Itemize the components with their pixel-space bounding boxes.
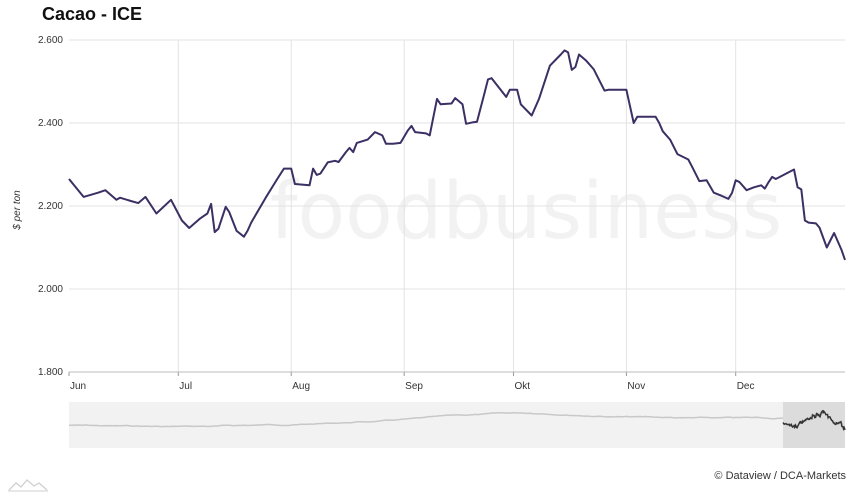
watermark-text: foodbusiness bbox=[270, 167, 782, 257]
x-tick-label: Nov bbox=[627, 381, 645, 392]
x-tick-label: Sep bbox=[405, 381, 423, 392]
price-line bbox=[68, 49, 846, 261]
chart-title: Cacao - ICE bbox=[42, 4, 143, 24]
x-tick-label: Jul bbox=[179, 381, 192, 392]
chart-axes: 1.800 2.000 2.200 2.400 2.600 Jun Jul Aug Sep Okt… bbox=[38, 35, 845, 392]
navigator-line bbox=[68, 411, 784, 428]
navigator-selected-line bbox=[782, 409, 846, 432]
navigator-background bbox=[69, 402, 845, 448]
navigator-selected-range[interactable] bbox=[783, 402, 845, 448]
x-tick-label: Dec bbox=[737, 381, 755, 392]
y-axis-label: $ per ton bbox=[12, 190, 23, 231]
navigator[interactable] bbox=[68, 402, 846, 448]
y-tick-label: 2.400 bbox=[38, 118, 63, 129]
y-tick-label: 2.000 bbox=[38, 284, 63, 295]
y-tick-label: 2.200 bbox=[38, 201, 63, 212]
x-tick-label: Okt bbox=[514, 381, 530, 392]
data-source-credit: © Dataview / DCA-Markets bbox=[714, 470, 846, 482]
x-tick-label: Aug bbox=[292, 381, 310, 392]
y-tick-label: 1.800 bbox=[38, 367, 63, 378]
chart-grid bbox=[69, 39, 845, 373]
y-tick-label: 2.600 bbox=[38, 35, 63, 46]
x-tick-label: Jun bbox=[70, 381, 86, 392]
